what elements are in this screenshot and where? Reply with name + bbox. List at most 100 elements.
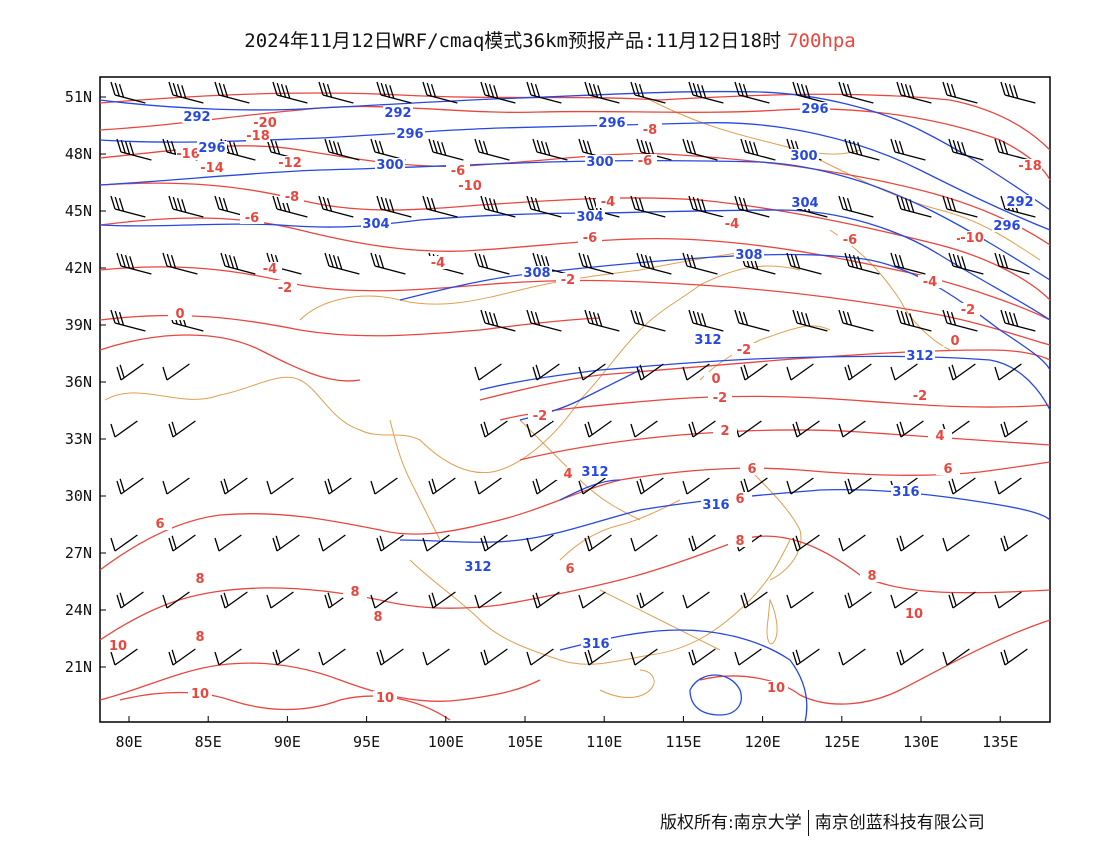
height-label-bg xyxy=(1005,195,1035,208)
copyright-company: 南京创蓝科技有限公司 xyxy=(814,813,985,833)
wind-barb xyxy=(266,477,294,495)
wind-barb xyxy=(948,252,984,275)
temperature-label-bg xyxy=(106,639,130,652)
plot-frame xyxy=(99,76,1051,723)
height-label: 304 xyxy=(791,196,818,211)
temperature-label: -14 xyxy=(200,161,224,176)
wind-barb xyxy=(376,648,404,666)
height-label-bg xyxy=(693,333,723,346)
x-tick-label: 105E xyxy=(507,733,543,751)
temperature-label: 0 xyxy=(175,307,184,322)
wind-barb xyxy=(942,648,970,666)
wind-barb xyxy=(890,252,926,275)
wind-barb xyxy=(838,195,874,218)
temperature-label: 0 xyxy=(950,334,959,349)
wind-barb xyxy=(636,252,672,275)
temperature-label-bg xyxy=(556,467,580,480)
temperature-label-bg xyxy=(188,687,212,700)
temperature-label-bg xyxy=(188,630,212,643)
wind-barb xyxy=(376,195,412,218)
temperature-label-bg xyxy=(633,154,657,167)
wind-barb xyxy=(324,477,352,495)
wind-barb xyxy=(890,591,918,609)
wind-barb xyxy=(630,534,658,552)
temperature-label-bg xyxy=(188,572,212,585)
wind-barb xyxy=(370,591,398,609)
temperature-label: -10 xyxy=(458,179,482,194)
height-label: 316 xyxy=(702,498,729,513)
wind-barb xyxy=(422,534,450,552)
wind-barb xyxy=(480,81,516,104)
wind-barb xyxy=(318,195,354,218)
x-tick-label: 95E xyxy=(353,733,380,751)
temperature-label-bg xyxy=(458,179,482,192)
wind-barb xyxy=(578,363,606,381)
x-tick-label: 120E xyxy=(745,733,781,751)
temperature-label: 4 xyxy=(563,467,572,482)
wind-barb xyxy=(838,309,874,332)
footer-divider xyxy=(807,810,809,836)
height-label-bg xyxy=(522,266,552,279)
y-axis: 51N 48N 45N 42N 39N 36N 33N 30N 27N 24N 21N xyxy=(65,88,106,676)
temperature-label: 6 xyxy=(735,492,744,507)
temperature-label-bg xyxy=(943,334,967,347)
wind-barb xyxy=(740,477,768,495)
wind-barb xyxy=(474,477,502,495)
temperature-label-bg xyxy=(200,161,224,174)
y-tick-label: 39N xyxy=(65,316,92,334)
wind-barb xyxy=(740,363,768,381)
temperature-label: -8 xyxy=(285,190,299,205)
temperature-label-bg xyxy=(240,211,264,224)
height-label-bg xyxy=(734,248,764,261)
temperature-label: -6 xyxy=(638,154,652,169)
temperature-label: 6 xyxy=(747,462,756,477)
temperature-label: -12 xyxy=(278,156,302,171)
temperature-label: 8 xyxy=(373,610,382,625)
height-label-bg xyxy=(197,141,227,154)
wind-barb xyxy=(994,138,1030,161)
temperature-label: -4 xyxy=(263,262,277,277)
height-label: 316 xyxy=(892,485,919,500)
wind-barb xyxy=(844,591,872,609)
temperature-label: 6 xyxy=(565,562,574,577)
temperature-label-bg xyxy=(956,303,980,316)
height-label-bg xyxy=(182,110,212,123)
height-label-bg xyxy=(790,196,820,209)
wind-barb xyxy=(1000,420,1028,438)
wind-barb xyxy=(688,648,716,666)
wind-barb xyxy=(214,81,250,104)
wind-barb xyxy=(474,363,502,381)
height-label-bg xyxy=(905,349,935,362)
wind-barb xyxy=(116,591,144,609)
temperature-label: 10 xyxy=(767,681,785,696)
wind-barb xyxy=(376,81,412,104)
x-tick-label: 115E xyxy=(665,733,701,751)
wind-barb xyxy=(220,591,248,609)
wind-barbs xyxy=(110,81,1036,666)
temperature-label: 8 xyxy=(195,572,204,587)
temperature-label-bg xyxy=(720,217,744,230)
wind-barb xyxy=(636,477,664,495)
wind-barb xyxy=(474,252,510,275)
wind-barb xyxy=(168,420,196,438)
temperature-label-bg xyxy=(426,256,450,269)
wind-barb xyxy=(994,252,1030,275)
wind-barb xyxy=(162,252,198,275)
temperature-label-bg xyxy=(704,372,728,385)
temperature-label-bg xyxy=(528,409,552,422)
wind-barb xyxy=(578,252,614,275)
wind-barb xyxy=(948,477,976,495)
country-borders xyxy=(104,99,1041,698)
wind-barb xyxy=(272,81,308,104)
wind-barb xyxy=(630,420,658,438)
y-tick-label: 21N xyxy=(65,658,92,676)
wind-barb xyxy=(532,477,560,495)
height-label: 296 xyxy=(396,127,423,142)
x-tick-label: 90E xyxy=(274,733,301,751)
wind-barb xyxy=(526,81,562,104)
wind-barb xyxy=(838,81,874,104)
wind-barb xyxy=(844,138,880,161)
temperature-label: 10 xyxy=(109,639,127,654)
wind-barb xyxy=(948,591,976,609)
wind-barb xyxy=(584,648,612,666)
